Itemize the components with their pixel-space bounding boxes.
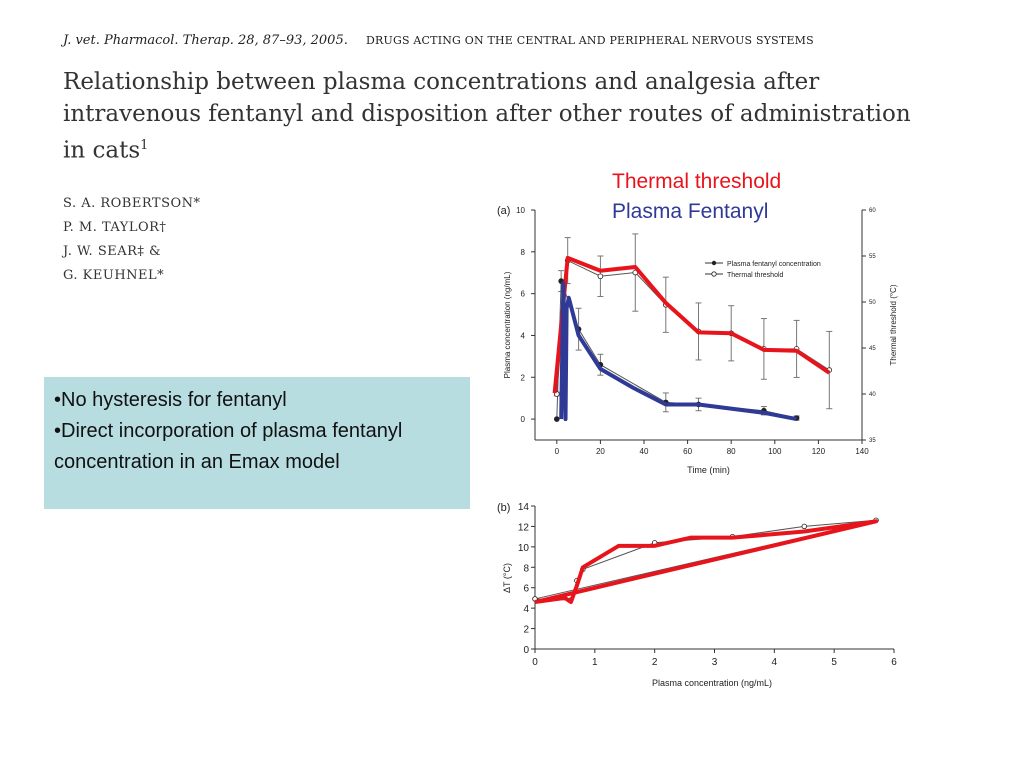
legend-label: Plasma fentanyl concentration	[727, 261, 821, 268]
author-name: G. KEUHNEL*	[63, 268, 165, 283]
y2-tick-label: 50	[869, 300, 876, 306]
y-tick-label: 2	[523, 625, 529, 636]
y-tick-label: 4	[523, 604, 529, 615]
x-tick-label: 6	[891, 657, 897, 668]
x-tick-label: 60	[683, 447, 692, 456]
y2-tick-label: 45	[869, 346, 876, 352]
y-axis-label: Plasma concentration (ng/mL)	[503, 271, 512, 378]
x-tick-label: 120	[812, 447, 826, 456]
x-tick-label: 80	[727, 447, 736, 456]
legend-marker	[711, 260, 717, 266]
data-point	[597, 273, 604, 280]
x-tick-label: 2	[652, 657, 658, 668]
paper-title: Relationship between plasma concentratio…	[63, 66, 913, 167]
y-tick-label: 0	[523, 645, 529, 656]
x-tick-label: 0	[532, 657, 538, 668]
panel-label: (a)	[497, 205, 510, 217]
x-tick-label: 1	[592, 657, 598, 668]
y2-tick-label: 55	[869, 254, 876, 260]
journal-section: DRUGS ACTING ON THE CENTRAL AND PERIPHER…	[366, 34, 814, 47]
plasma-fentanyl-label: Plasma Fentanyl	[612, 200, 769, 223]
y2-axis-label: Thermal threshold (°C)	[889, 284, 898, 365]
legend-marker	[711, 271, 717, 277]
y-tick-label: 2	[521, 373, 526, 382]
y-tick-label: 6	[521, 290, 526, 299]
y2-tick-label: 40	[869, 392, 876, 398]
y-tick-label: 8	[521, 248, 526, 257]
x-tick-label: 100	[768, 447, 782, 456]
note-bullet: •Direct incorporation of plasma fentanyl…	[54, 420, 403, 473]
x-axis-label: Time (min)	[687, 465, 730, 475]
journal-header: J. vet. Pharmacol. Therap. 28, 87–93, 20…	[63, 33, 814, 48]
y-tick-label: 6	[523, 584, 529, 595]
x-tick-label: 40	[640, 447, 649, 456]
author-list: S. A. ROBERTSON* P. M. TAYLOR† J. W. SEA…	[63, 192, 201, 288]
y-tick-label: 4	[521, 331, 526, 340]
highlight-line	[552, 255, 831, 394]
paper-title-text: Relationship between plasma concentratio…	[63, 69, 911, 164]
y2-tick-label: 60	[869, 208, 876, 214]
author-name: J. W. SEAR‡ &	[63, 244, 162, 259]
data-point	[801, 523, 807, 530]
y-tick-label: 14	[518, 502, 530, 513]
x-tick-label: 20	[596, 447, 605, 456]
highlight-line	[559, 281, 797, 422]
highlight-line	[534, 519, 879, 605]
x-tick-label: 0	[555, 447, 560, 456]
x-tick-label: 140	[855, 447, 869, 456]
thermal-threshold-label: Thermal threshold	[612, 170, 782, 193]
y-axis-label: ΔT (°C)	[502, 563, 512, 593]
data-point	[553, 416, 560, 422]
x-tick-label: 4	[772, 657, 778, 668]
y-tick-label: 0	[521, 415, 526, 424]
y-tick-label: 8	[523, 563, 529, 574]
y-tick-label: 12	[518, 522, 530, 533]
panel-label: (b)	[497, 502, 510, 514]
x-tick-label: 5	[831, 657, 837, 668]
y-tick-label: 10	[516, 206, 525, 215]
x-axis-label: Plasma concentration (ng/mL)	[652, 678, 772, 688]
title-footnote: 1	[140, 138, 149, 153]
notes-box: •No hysteresis for fentanyl •Direct inco…	[44, 377, 470, 509]
annotation-legend: Thermal threshold Plasma Fentanyl	[612, 167, 781, 227]
legend-label: Thermal threshold	[727, 272, 784, 279]
x-tick-label: 3	[712, 657, 718, 668]
note-bullet: •No hysteresis for fentanyl	[54, 389, 287, 411]
y2-tick-label: 35	[869, 438, 876, 444]
author-name: S. A. ROBERTSON*	[63, 196, 201, 211]
journal-citation: J. vet. Pharmacol. Therap. 28, 87–93, 20…	[63, 33, 348, 48]
y-tick-label: 10	[518, 543, 530, 554]
author-name: P. M. TAYLOR†	[63, 220, 167, 235]
